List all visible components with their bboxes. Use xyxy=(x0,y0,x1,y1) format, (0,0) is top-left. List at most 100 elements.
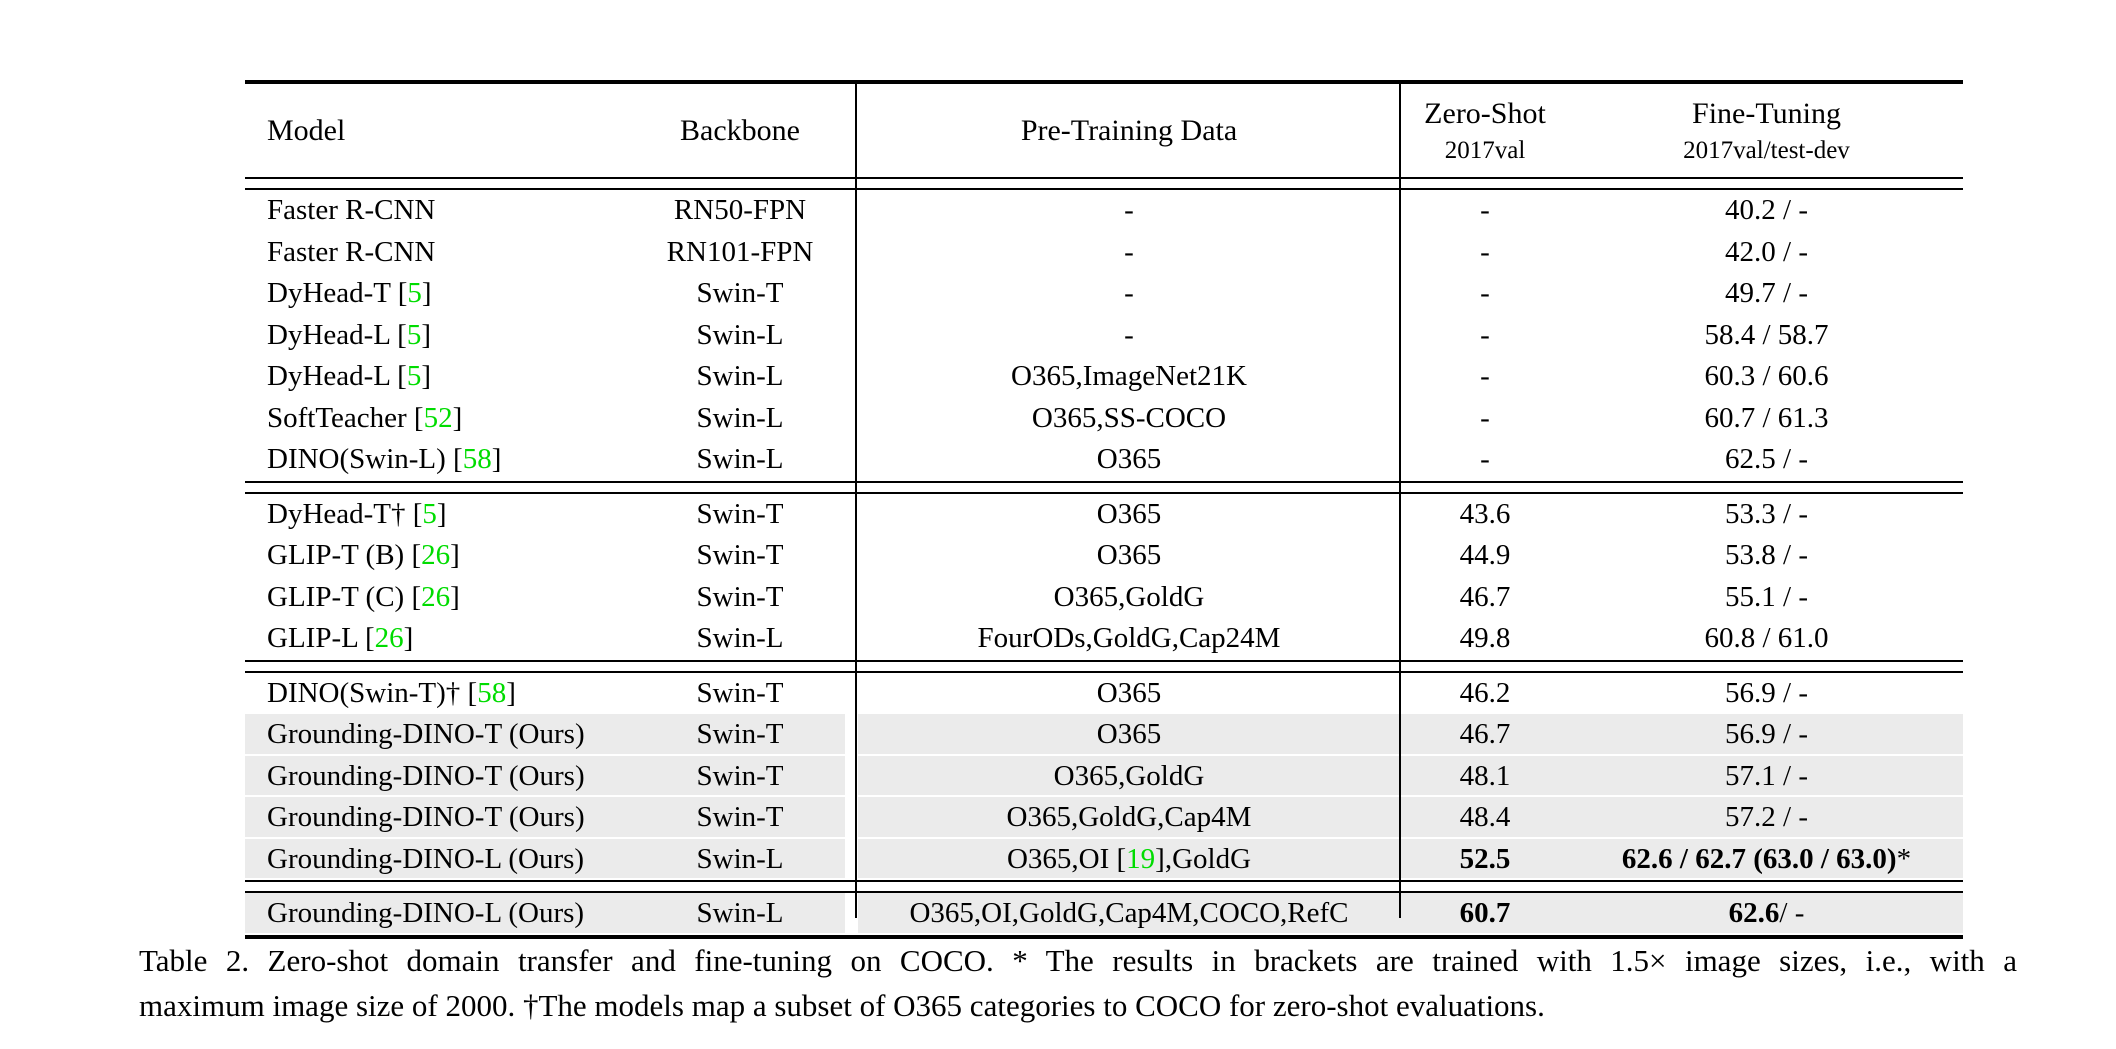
cell-model: Faster R-CNN xyxy=(267,194,436,227)
table-row: Faster R-CNN RN50-FPN - - 40.2 / - xyxy=(245,190,1963,232)
cell-pretrain: O365 xyxy=(1096,676,1162,709)
cell-finetune: 57.2 / - xyxy=(1570,797,1963,839)
cell-backbone: Swin-L xyxy=(696,443,784,476)
table-group-grounding-dino-full: Grounding-DINO-L (Ours) Swin-L O365,OI,Gol… xyxy=(245,893,1963,935)
cell-zeroshot: 46.7 xyxy=(1459,580,1511,613)
cell-model: DyHead-T [5] xyxy=(267,277,432,310)
cell-pretrain: - xyxy=(1124,194,1134,227)
cell-zeroshot: - xyxy=(1480,318,1490,351)
table-rule-bottom xyxy=(245,934,1963,939)
column-header-backbone-label: Backbone xyxy=(680,114,800,147)
cell-pretrain: O365 xyxy=(1096,539,1162,572)
table-row: DyHead-T [5] Swin-T - - 49.7 / - xyxy=(245,273,1963,315)
column-divider-backbone-pretrain xyxy=(855,84,857,918)
cell-finetune: 62.5 / - xyxy=(1725,443,1808,476)
caption-line-1: Table 2. Zero-shot domain transfer and f… xyxy=(139,943,2017,978)
cell-backbone: Swin-T xyxy=(696,277,784,310)
cell-model: SoftTeacher [52] xyxy=(267,401,463,434)
zero-shot-sublabel: 2017val xyxy=(1444,136,1526,164)
cell-model: DINO(Swin-T)† [58] xyxy=(267,676,516,709)
table-row: Grounding-DINO-T (Ours) Swin-T O365,GoldG,… xyxy=(245,797,1963,839)
table-caption: Table 2. Zero-shot domain transfer and f… xyxy=(139,938,2017,1028)
fine-tuning-sublabel: 2017val/test-dev xyxy=(1683,136,1850,164)
cell-backbone: Swin-T xyxy=(696,580,784,613)
cell-finetune: 57.1 / - xyxy=(1570,755,1963,797)
cell-model: Grounding-DINO-T (Ours) xyxy=(245,714,635,756)
column-divider-pretrain-zeroshot xyxy=(1399,84,1401,918)
column-header-zero-shot: Zero-Shot 2017val xyxy=(1400,97,1570,165)
table-row: Grounding-DINO-T (Ours) Swin-T O365 46.7 56.… xyxy=(245,714,1963,756)
table-header-row: Model Backbone Pre-Training Data Zero-Sh… xyxy=(245,84,1963,177)
table-row: SoftTeacher [52] Swin-L O365,SS-COCO - 60.7 … xyxy=(245,398,1963,440)
table-row: Faster R-CNN RN101-FPN - - 42.0 / - xyxy=(245,232,1963,274)
cell-pretrain: O365,OI,GoldG,Cap4M,COCO,RefC xyxy=(858,893,1400,935)
cell-pretrain: O365 xyxy=(1096,497,1162,530)
table-row: Grounding-DINO-T (Ours) Swin-T O365,GoldG 4… xyxy=(245,755,1963,797)
cell-backbone: Swin-T xyxy=(696,497,784,530)
header-separator-rule xyxy=(245,177,1963,190)
table-row: DyHead-L [5] Swin-L - - 58.4 / 58.7 xyxy=(245,315,1963,357)
cell-zeroshot: 60.7 xyxy=(1400,893,1570,935)
cell-finetune: 56.9 / - xyxy=(1570,714,1963,756)
cell-pretrain: O365 xyxy=(1096,443,1162,476)
cell-backbone: Swin-L xyxy=(635,838,845,880)
cell-finetune: 58.4 / 58.7 xyxy=(1704,318,1829,351)
cell-zeroshot: 52.5 xyxy=(1400,838,1570,880)
cell-backbone: Swin-T xyxy=(696,539,784,572)
results-table: Model Backbone Pre-Training Data Zero-Sh… xyxy=(245,80,1963,939)
table-row: Grounding-DINO-L (Ours) Swin-L O365,OI [19… xyxy=(245,838,1963,880)
cell-pretrain: O365,OI [19],GoldG xyxy=(858,838,1400,880)
table-group-zero-shot-baselines: DyHead-T† [5] Swin-T O365 43.6 53.3 / - GLIP-… xyxy=(245,494,1963,660)
cell-backbone: Swin-L xyxy=(635,893,845,935)
cell-pretrain: - xyxy=(1124,318,1134,351)
group-separator-rule xyxy=(245,880,1963,893)
cell-model: DINO(Swin-L) [58] xyxy=(267,443,502,476)
cell-zeroshot: 43.6 xyxy=(1459,497,1511,530)
cell-finetune: 53.3 / - xyxy=(1725,497,1808,530)
column-header-backbone: Backbone xyxy=(635,114,845,147)
caption-line-2: maximum image size of 2000. †The models … xyxy=(139,988,1545,1023)
cell-model: GLIP-T (C) [26] xyxy=(267,580,460,613)
cell-backbone: Swin-T xyxy=(696,676,784,709)
cell-model: DyHead-L [5] xyxy=(267,360,432,393)
cell-finetune: 60.3 / 60.6 xyxy=(1704,360,1829,393)
cell-backbone: Swin-T xyxy=(635,797,845,839)
cell-backbone: Swin-T xyxy=(635,755,845,797)
table-row: GLIP-T (B) [26] Swin-T O365 44.9 53.8 / - xyxy=(245,535,1963,577)
cell-finetune: 56.9 / - xyxy=(1725,676,1808,709)
cell-zeroshot: - xyxy=(1480,360,1490,393)
cell-model: Grounding-DINO-L (Ours) xyxy=(245,838,635,880)
cell-backbone: RN50-FPN xyxy=(673,194,807,227)
cell-backbone: Swin-L xyxy=(696,360,784,393)
cell-zeroshot: 49.8 xyxy=(1459,622,1511,655)
cell-zeroshot: 44.9 xyxy=(1459,539,1511,572)
table-rule-top xyxy=(245,80,1963,84)
table-row: GLIP-T (C) [26] Swin-T O365,GoldG 46.7 55.1 … xyxy=(245,577,1963,619)
cell-pretrain: - xyxy=(1124,235,1134,268)
table-row: DyHead-T† [5] Swin-T O365 43.6 53.3 / - xyxy=(245,494,1963,536)
cell-finetune: 62.6 / 62.7 (63.0 / 63.0) * xyxy=(1570,838,1963,880)
cell-pretrain: O365 xyxy=(858,714,1400,756)
cell-finetune: 42.0 / - xyxy=(1725,235,1808,268)
cell-model: Faster R-CNN xyxy=(267,235,436,268)
cell-zeroshot: - xyxy=(1480,235,1490,268)
cell-backbone: Swin-T xyxy=(635,714,845,756)
cell-zeroshot: - xyxy=(1480,443,1490,476)
cell-pretrain: FourODs,GoldG,Cap24M xyxy=(977,622,1281,655)
table-row: DINO(Swin-L) [58] Swin-L O365 - 62.5 / - xyxy=(245,439,1963,481)
zero-shot-label: Zero-Shot xyxy=(1424,96,1546,130)
cell-model: Grounding-DINO-L (Ours) xyxy=(245,893,635,935)
cell-pretrain: O365,SS-COCO xyxy=(1031,401,1227,434)
cell-finetune: 49.7 / - xyxy=(1725,277,1808,310)
column-header-pretraining-data: Pre-Training Data xyxy=(858,114,1400,147)
cell-pretrain: O365,ImageNet21K xyxy=(1011,360,1247,393)
cell-zeroshot: 48.4 xyxy=(1400,797,1570,839)
table-row: GLIP-L [26] Swin-L FourODs,GoldG,Cap24M 49.… xyxy=(245,618,1963,660)
table-row: DyHead-L [5] Swin-L O365,ImageNet21K - 60.3 … xyxy=(245,356,1963,398)
cell-zeroshot: 46.7 xyxy=(1400,714,1570,756)
column-header-fine-tuning: Fine-Tuning 2017val/test-dev xyxy=(1570,97,1963,165)
cell-finetune: 62.6 / - xyxy=(1570,893,1963,935)
table-group-supervised: Faster R-CNN RN50-FPN - -40.2 / - Faster R-C… xyxy=(245,190,1963,481)
cell-backbone: Swin-L xyxy=(696,622,784,655)
